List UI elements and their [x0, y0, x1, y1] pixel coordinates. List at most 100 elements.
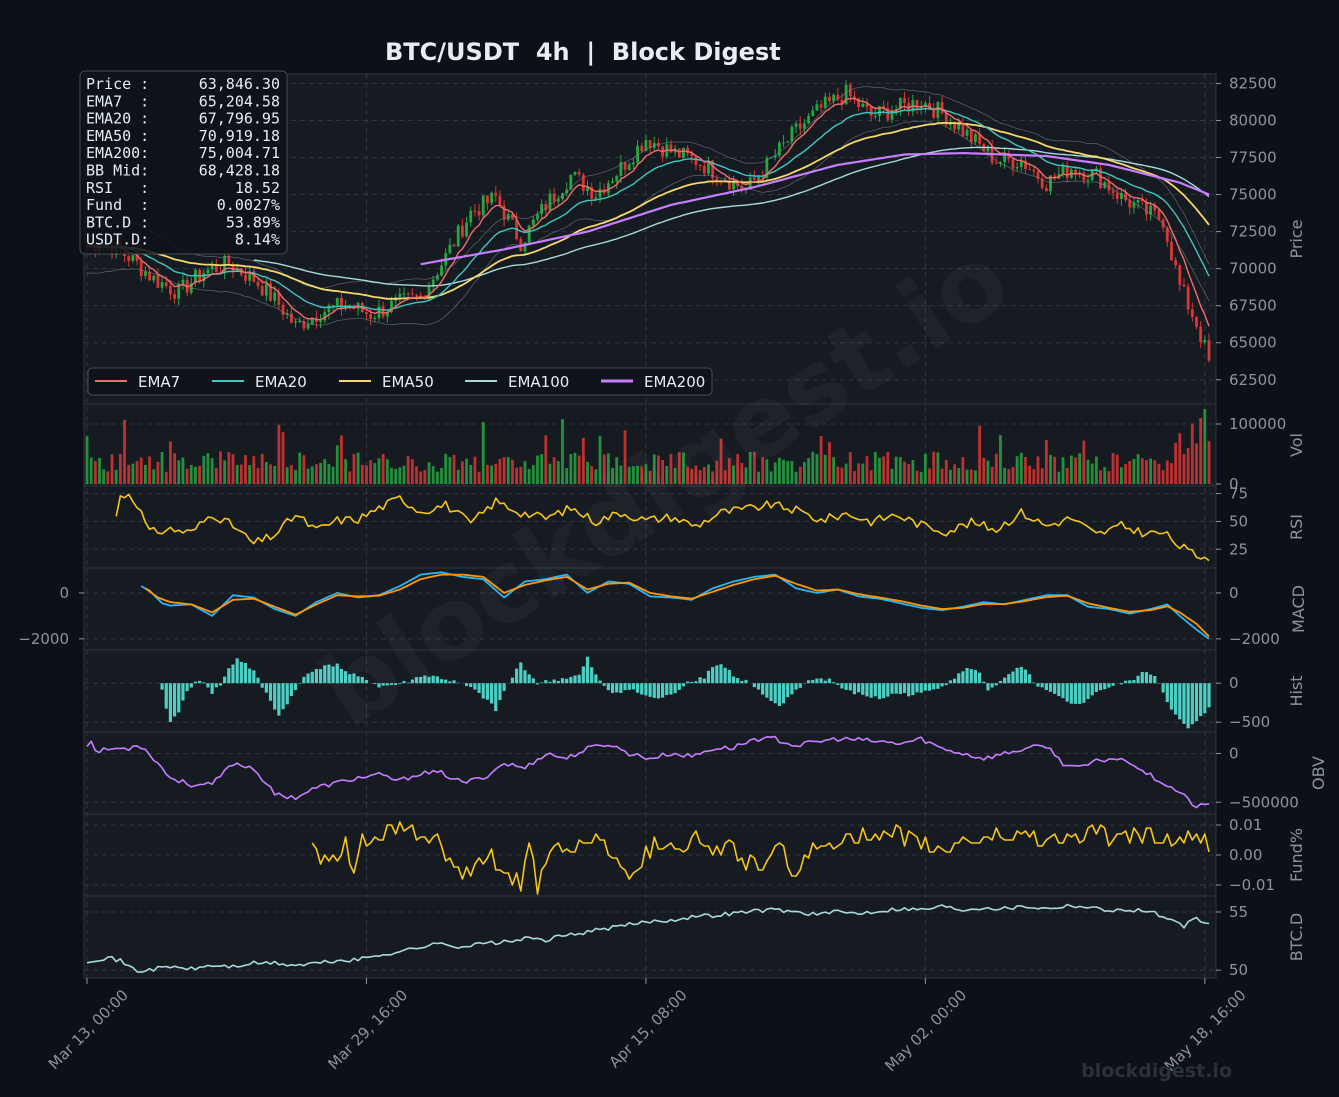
volume-bar — [1057, 471, 1061, 484]
hist-bar — [923, 683, 927, 691]
volume-bar — [348, 471, 352, 484]
hist-bar — [765, 683, 769, 698]
candle-body — [999, 162, 1002, 164]
fund-tick-label: 0.00 — [1229, 846, 1262, 864]
hist-bar — [965, 668, 969, 684]
candle-body — [1186, 286, 1190, 310]
candle-body — [857, 98, 861, 107]
hist-bar — [986, 683, 990, 691]
volume-bar — [1128, 461, 1132, 484]
volume-bar — [828, 442, 831, 484]
hist-bar — [915, 683, 919, 693]
candle-body — [135, 255, 139, 262]
hist-bar — [381, 683, 385, 686]
candle-body — [611, 181, 614, 184]
volume-bar — [431, 466, 435, 484]
volume-bar — [898, 457, 902, 484]
volume-bar — [615, 457, 619, 484]
candle-body — [264, 283, 268, 296]
candle-body — [419, 295, 423, 297]
volume-bar — [1061, 457, 1065, 484]
volume-bar — [227, 452, 231, 484]
volume-bar — [298, 452, 302, 484]
candle-body — [310, 317, 314, 325]
hist-bar — [907, 683, 911, 697]
hist-bar — [510, 677, 515, 684]
candle-body — [1140, 199, 1144, 202]
volume-bar — [744, 467, 748, 484]
info-label: EMA7 : — [86, 92, 149, 110]
hist-bar — [285, 683, 289, 705]
info-label: Price : — [86, 75, 149, 93]
legend-label-ema20: EMA20 — [255, 373, 307, 391]
hist-bar — [1132, 680, 1136, 684]
candle-body — [139, 261, 143, 277]
price-tick-label: 65000 — [1229, 334, 1277, 352]
hist-bar — [527, 674, 531, 684]
info-label: EMA50 : — [86, 127, 149, 145]
hist-bar — [681, 683, 686, 687]
volume-bar — [1036, 456, 1040, 484]
volume-bar — [1003, 467, 1007, 484]
volume-bar — [1140, 458, 1144, 484]
hist-bar — [423, 675, 427, 684]
hist-bar — [348, 674, 352, 684]
volume-bar — [990, 466, 994, 484]
x-tick-label: May 02, 00:00 — [881, 986, 970, 1075]
volume-bar — [181, 457, 185, 484]
hist-bar — [927, 683, 932, 691]
candle-body — [803, 123, 806, 129]
candle-body — [740, 186, 744, 190]
hist-bar — [902, 683, 907, 694]
hist-bar — [1065, 683, 1069, 702]
hist-bar — [848, 683, 852, 691]
volume-bar — [1011, 467, 1015, 484]
volume-bar — [715, 460, 719, 484]
hist-bar — [698, 677, 702, 684]
volume-bar — [719, 438, 723, 484]
info-value: 63,846.30 — [199, 75, 280, 93]
volume-bar — [569, 454, 573, 484]
legend-bg — [87, 367, 713, 396]
volume-bar — [556, 461, 560, 484]
hist-bar — [615, 683, 619, 693]
volume-bar — [844, 463, 848, 484]
volume-bar — [1120, 467, 1123, 484]
hist-bar — [727, 669, 731, 684]
hist-bar — [694, 681, 698, 684]
hist-bar — [556, 680, 560, 684]
hist-bar — [811, 679, 815, 684]
candle-body — [340, 297, 343, 309]
candle-body — [919, 106, 923, 109]
volume-bar — [427, 462, 431, 484]
hist-bar — [1111, 683, 1115, 686]
hist-bar — [648, 683, 652, 697]
price-tick-label: 70000 — [1229, 260, 1277, 278]
volume-bar — [819, 435, 823, 484]
hist-bar — [1178, 683, 1182, 720]
candle-body — [707, 160, 710, 174]
volume-bar — [302, 455, 306, 484]
price-tick-label: 67500 — [1229, 297, 1277, 315]
hist-bar — [886, 683, 890, 697]
volume-bar — [611, 467, 614, 484]
candle-body — [811, 110, 815, 116]
volume-bar — [840, 467, 844, 484]
hist-bar — [794, 683, 798, 690]
candle-body — [1190, 309, 1194, 318]
candle-body — [1149, 205, 1153, 215]
candle-body — [473, 210, 477, 212]
volume-bar — [878, 457, 881, 484]
volume-bar — [85, 436, 89, 484]
candle-body — [477, 210, 481, 216]
hist-bar — [327, 664, 331, 684]
candle-body — [840, 99, 844, 105]
candle-body — [765, 157, 769, 178]
hist-bar — [502, 683, 506, 691]
volume-bar — [694, 465, 698, 484]
candle-body — [481, 195, 485, 216]
volume-bar — [1207, 441, 1211, 484]
hist-bar — [756, 683, 761, 690]
volume-bar — [435, 471, 439, 484]
hist-bar — [919, 683, 923, 693]
